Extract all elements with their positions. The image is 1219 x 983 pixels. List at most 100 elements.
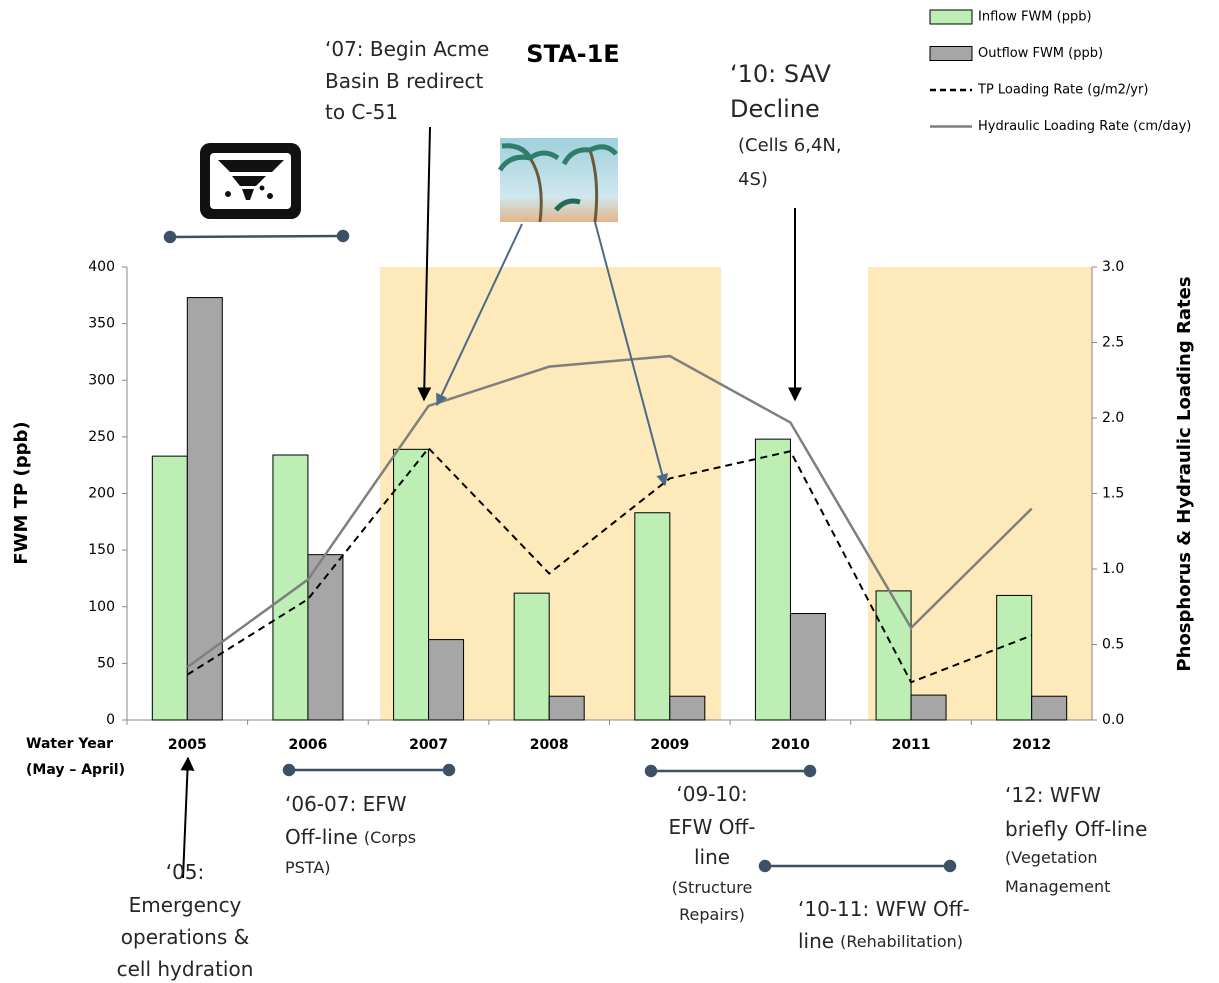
annotation: to C-51: [325, 100, 398, 124]
x-tick-label: 2011: [892, 737, 931, 753]
annotation-text: ‘12: WFW: [1005, 783, 1101, 807]
legend-swatch: [929, 46, 973, 61]
annotation: EFW Off-: [668, 815, 755, 839]
annotation: PSTA): [285, 858, 331, 877]
annotation-text: ‘07: Begin Acme: [325, 37, 489, 61]
annotation-text: Off-line: [285, 825, 358, 849]
annotation-text: ‘06-07: EFW: [285, 792, 407, 816]
line: [186, 446, 1033, 684]
y-tick-label: 0: [106, 712, 115, 728]
annotation-text: ‘05:: [166, 860, 205, 884]
annotation: Basin B redirect: [325, 69, 483, 93]
arrows: [180, 126, 802, 879]
legend-item[interactable]: Hydraulic Loading Rate (cm/day): [930, 119, 1191, 134]
annotation-text: ‘10-11: WFW Off-: [798, 897, 970, 921]
annotation-text: (Structure: [672, 878, 753, 897]
annotation: (Vegetation: [1005, 848, 1098, 867]
x-tick-label: 2007: [409, 737, 448, 753]
annotation: ‘12: WFW: [1005, 783, 1101, 807]
annotation: ‘10-11: WFW Off-: [798, 897, 970, 921]
bar: [393, 448, 430, 721]
tornado-icon: [200, 143, 301, 219]
y-tick-label: 300: [88, 372, 115, 388]
annotation-text: line: [694, 845, 730, 869]
annotation-text: Emergency: [129, 893, 242, 917]
y-tick-label: 50: [97, 655, 115, 671]
annotation-text: operations &: [121, 925, 249, 949]
annotation: briefly Off-line: [1005, 817, 1147, 841]
x-tick-label: 2009: [650, 737, 689, 753]
annotation: ‘09-10:: [676, 782, 747, 806]
legend-label: TP Loading Rate (g/m2/yr): [977, 83, 1148, 98]
annotation-text: EFW Off-: [668, 815, 755, 839]
annotation-text: (Cells 6,4N,: [738, 135, 842, 156]
annotation: Decline: [730, 95, 820, 123]
y-axis-label: FWM TP (ppb): [11, 421, 32, 564]
line: [186, 354, 1033, 669]
x-tick-label: 2005: [168, 737, 207, 753]
y2-tick-label: 2.0: [1102, 410, 1124, 426]
legend-item[interactable]: Outflow FWM (ppb): [929, 46, 1103, 61]
annotation: Repairs): [679, 905, 745, 924]
annotation-text: Decline: [730, 95, 820, 123]
legend-item[interactable]: Inflow FWM (ppb): [929, 9, 1092, 25]
bar: [789, 613, 826, 721]
y2-tick-label: 2.5: [1102, 335, 1124, 351]
annotation-text: (Corps: [364, 828, 416, 847]
bar: [548, 695, 585, 721]
x-axis-label: (May – April): [26, 762, 125, 778]
annotation: 4S): [738, 169, 768, 190]
annotation-text: ‘10: SAV: [730, 60, 831, 88]
y2-tick-label: 1.5: [1102, 486, 1124, 502]
bar: [910, 694, 947, 721]
legend[interactable]: Inflow FWM (ppb) Outflow FWM (ppb) TP Load…: [929, 9, 1191, 135]
annotation: Management: [1005, 877, 1110, 896]
y-tick-label: 150: [88, 542, 115, 558]
annotation-text: briefly Off-line: [1005, 817, 1147, 841]
y-tick-label: 100: [88, 599, 115, 615]
annotation-text: Repairs): [679, 905, 745, 924]
bar: [272, 454, 309, 721]
annotation-text: PSTA): [285, 858, 331, 877]
legend-item[interactable]: TP Loading Rate (g/m2/yr): [930, 83, 1148, 98]
bar: [186, 297, 223, 721]
y-tick-label: 350: [88, 316, 115, 332]
bar: [996, 594, 1033, 721]
legend-label: Hydraulic Loading Rate (cm/day): [978, 119, 1191, 134]
annotation-text: ‘09-10:: [676, 782, 747, 806]
timelines: [163, 229, 957, 873]
annotation: ‘07: Begin Acme: [325, 37, 489, 61]
y2-axis-label: Phosphorus & Hydraulic Loading Rates: [1174, 276, 1195, 671]
y-tick-label: 200: [88, 486, 115, 502]
bar: [428, 639, 465, 721]
x-tick-label: 2012: [1012, 737, 1051, 753]
y2-tick-label: 1.0: [1102, 561, 1124, 577]
annotation-text: to C-51: [325, 100, 398, 124]
legend-swatch: [929, 9, 973, 25]
annotation-text: Basin B redirect: [325, 69, 483, 93]
bar: [669, 695, 706, 721]
bar: [513, 592, 550, 721]
annotation-text: (Vegetation: [1005, 848, 1098, 867]
y-tick-label: 400: [88, 259, 115, 275]
bar: [634, 512, 671, 721]
annotation: operations &: [121, 925, 249, 949]
annotation: Off-line (Corps: [285, 825, 416, 849]
annotation-text: 4S): [738, 169, 768, 190]
annotation-text: (Rehabilitation): [840, 932, 963, 951]
annotation-text: line: [798, 929, 834, 953]
y2-tick-label: 0.5: [1102, 637, 1124, 653]
annotation-text: cell hydration: [117, 957, 254, 981]
x-tick-label: 2006: [288, 737, 327, 753]
bar: [1031, 695, 1068, 721]
annotation: line: [694, 845, 730, 869]
shaded-periods: [380, 267, 1092, 720]
annotation: (Cells 6,4N,: [738, 135, 842, 156]
legend-label: Inflow FWM (ppb): [978, 10, 1092, 25]
bar: [151, 455, 188, 721]
chart-title: STA-1E: [526, 40, 619, 68]
x-tick-label: 2010: [771, 737, 810, 753]
annotation: (Structure: [672, 878, 753, 897]
annotation-text: Management: [1005, 877, 1110, 896]
